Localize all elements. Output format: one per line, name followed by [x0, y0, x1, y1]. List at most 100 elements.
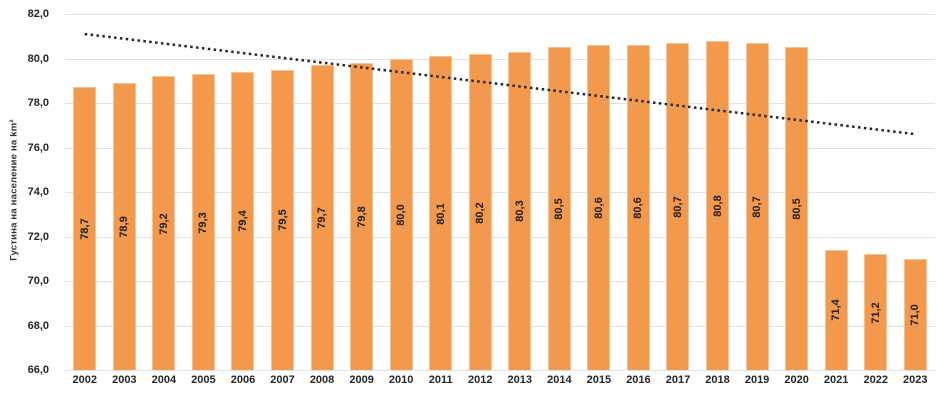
- bar-slot: 80,1: [421, 14, 461, 370]
- x-tick-label: 2010: [388, 374, 414, 386]
- bar-value-label: 80,0: [395, 204, 408, 226]
- bar-slot: 80,6: [619, 14, 659, 370]
- bar-slot: 80,0: [381, 14, 421, 370]
- bar-2009: 79,8: [350, 62, 374, 370]
- gridline: [65, 370, 935, 371]
- bar-2016: 80,6: [626, 45, 650, 370]
- bar-value-label: 71,0: [909, 304, 922, 326]
- bar-slot: 80,7: [737, 14, 777, 370]
- x-tick-label: 2014: [547, 374, 572, 386]
- y-tick-label: 66,0: [27, 364, 49, 376]
- bar-value-label: 71,4: [830, 299, 843, 322]
- x-tick-label: 2009: [349, 374, 374, 386]
- bar-value-label: 80,7: [671, 196, 684, 218]
- x-tick-label: 2019: [744, 374, 770, 386]
- bar-2002: 78,7: [73, 87, 97, 370]
- bar-2023: 71,0: [903, 258, 927, 370]
- bar-2019: 80,7: [745, 42, 769, 370]
- x-tick-label: 2012: [468, 374, 493, 386]
- y-tick-label: 80,0: [27, 52, 49, 65]
- bar-slot: 71,2: [856, 14, 896, 370]
- bar-value-label: 80,5: [790, 198, 803, 220]
- bar-2006: 79,4: [231, 71, 255, 370]
- bar-2014: 80,5: [547, 47, 571, 370]
- bar-2008: 79,7: [310, 65, 334, 370]
- bar-value-label: 79,3: [197, 211, 210, 234]
- y-tick-label: 82,0: [27, 8, 49, 20]
- bar-2022: 71,2: [864, 254, 888, 370]
- bar-value-label: 78,9: [118, 216, 131, 238]
- plot-area: 78,7 78,9 79,2 79,3 79,4 79,5 79,7 79,8 80,0 80,1…: [65, 14, 935, 371]
- bar-2007: 79,5: [271, 69, 294, 370]
- x-tick-label: 2022: [863, 374, 888, 386]
- bar-slot: 71,0: [895, 14, 935, 370]
- bar-2003: 78,9: [112, 82, 136, 370]
- bar-slot: 80,7: [658, 14, 698, 370]
- y-tick-label: 70,0: [27, 275, 49, 287]
- bar-slot: 80,5: [540, 14, 580, 370]
- y-axis: 66,0 68,0 70,0 72,0 74,0 76,0 78,0 80,0 82,0: [0, 8, 49, 376]
- gridline: [65, 325, 935, 327]
- bar-2018: 80,8: [706, 40, 730, 370]
- x-tick-label: 2008: [309, 374, 335, 386]
- x-tick-label: 2005: [191, 374, 216, 386]
- bar-value-label: 79,2: [157, 212, 170, 235]
- x-tick-label: 2002: [72, 374, 98, 386]
- x-tick-label: 2004: [151, 374, 177, 386]
- y-tick-label: 76,0: [27, 141, 49, 154]
- x-tick-label: 2011: [428, 374, 453, 386]
- bar-value-label: 80,6: [592, 197, 605, 219]
- bar-series: 78,7 78,9 79,2 79,3 79,4 79,5 79,7 79,8 80,0 80,1…: [65, 14, 935, 370]
- bar-2010: 80,0: [389, 58, 413, 370]
- bar-value-label: 80,1: [434, 202, 447, 225]
- bar-slot: 80,3: [500, 14, 540, 370]
- bar-slot: 79,4: [223, 14, 263, 370]
- x-axis: 2002 2003 2004 2005 2006 2007 2008 2009 2010 2011…: [65, 374, 935, 386]
- bar-value-label: 79,7: [316, 207, 329, 229]
- bar-value-label: 79,5: [276, 209, 289, 232]
- bar-2004: 79,2: [152, 76, 176, 370]
- x-tick-label: 2017: [665, 374, 691, 386]
- bar-value-label: 80,5: [553, 198, 566, 220]
- x-tick-label: 2015: [586, 374, 612, 386]
- bar-value-label: 80,3: [513, 200, 526, 223]
- bar-value-label: 80,2: [474, 201, 487, 224]
- bar-slot: 80,5: [777, 14, 817, 370]
- bar-2012: 80,2: [468, 54, 492, 370]
- bar-slot: 78,9: [105, 14, 145, 370]
- gridline: [65, 147, 935, 149]
- x-tick-label: 2006: [230, 374, 256, 386]
- y-tick-label: 68,0: [27, 319, 49, 332]
- bar-value-label: 79,8: [355, 206, 368, 228]
- x-tick-label: 2003: [112, 374, 137, 386]
- bar-value-label: 80,6: [632, 197, 645, 219]
- bar-2021: 71,4: [824, 249, 848, 370]
- x-tick-label: 2016: [626, 374, 651, 386]
- x-tick-label: 2020: [784, 374, 809, 386]
- bar-value-label: 78,7: [78, 218, 91, 240]
- x-tick-label: 2007: [270, 374, 295, 386]
- bar-2011: 80,1: [429, 56, 453, 370]
- bar-2015: 80,6: [587, 45, 611, 370]
- bar-slot: 80,8: [698, 14, 738, 370]
- bar-slot: 79,8: [342, 14, 382, 370]
- gridline: [65, 281, 935, 282]
- bar-value-label: 80,7: [751, 196, 764, 218]
- y-tick-label: 78,0: [27, 97, 49, 109]
- bar-2017: 80,7: [666, 42, 690, 370]
- bar-2020: 80,5: [785, 47, 809, 370]
- bar-slot: 80,2: [460, 14, 500, 370]
- gridline: [65, 14, 935, 15]
- bar-slot: 79,5: [263, 14, 303, 370]
- bar-2013: 80,3: [508, 51, 532, 370]
- gridline: [65, 236, 935, 238]
- gridline: [65, 192, 935, 193]
- x-tick-label: 2013: [507, 374, 533, 386]
- x-tick-label: 2023: [903, 374, 928, 386]
- x-tick-label: 2018: [705, 374, 730, 386]
- x-tick-label: 2021: [823, 374, 849, 386]
- bar-value-label: 80,8: [711, 195, 724, 217]
- bar-slot: 79,2: [144, 14, 184, 370]
- bar-2005: 79,3: [191, 74, 215, 370]
